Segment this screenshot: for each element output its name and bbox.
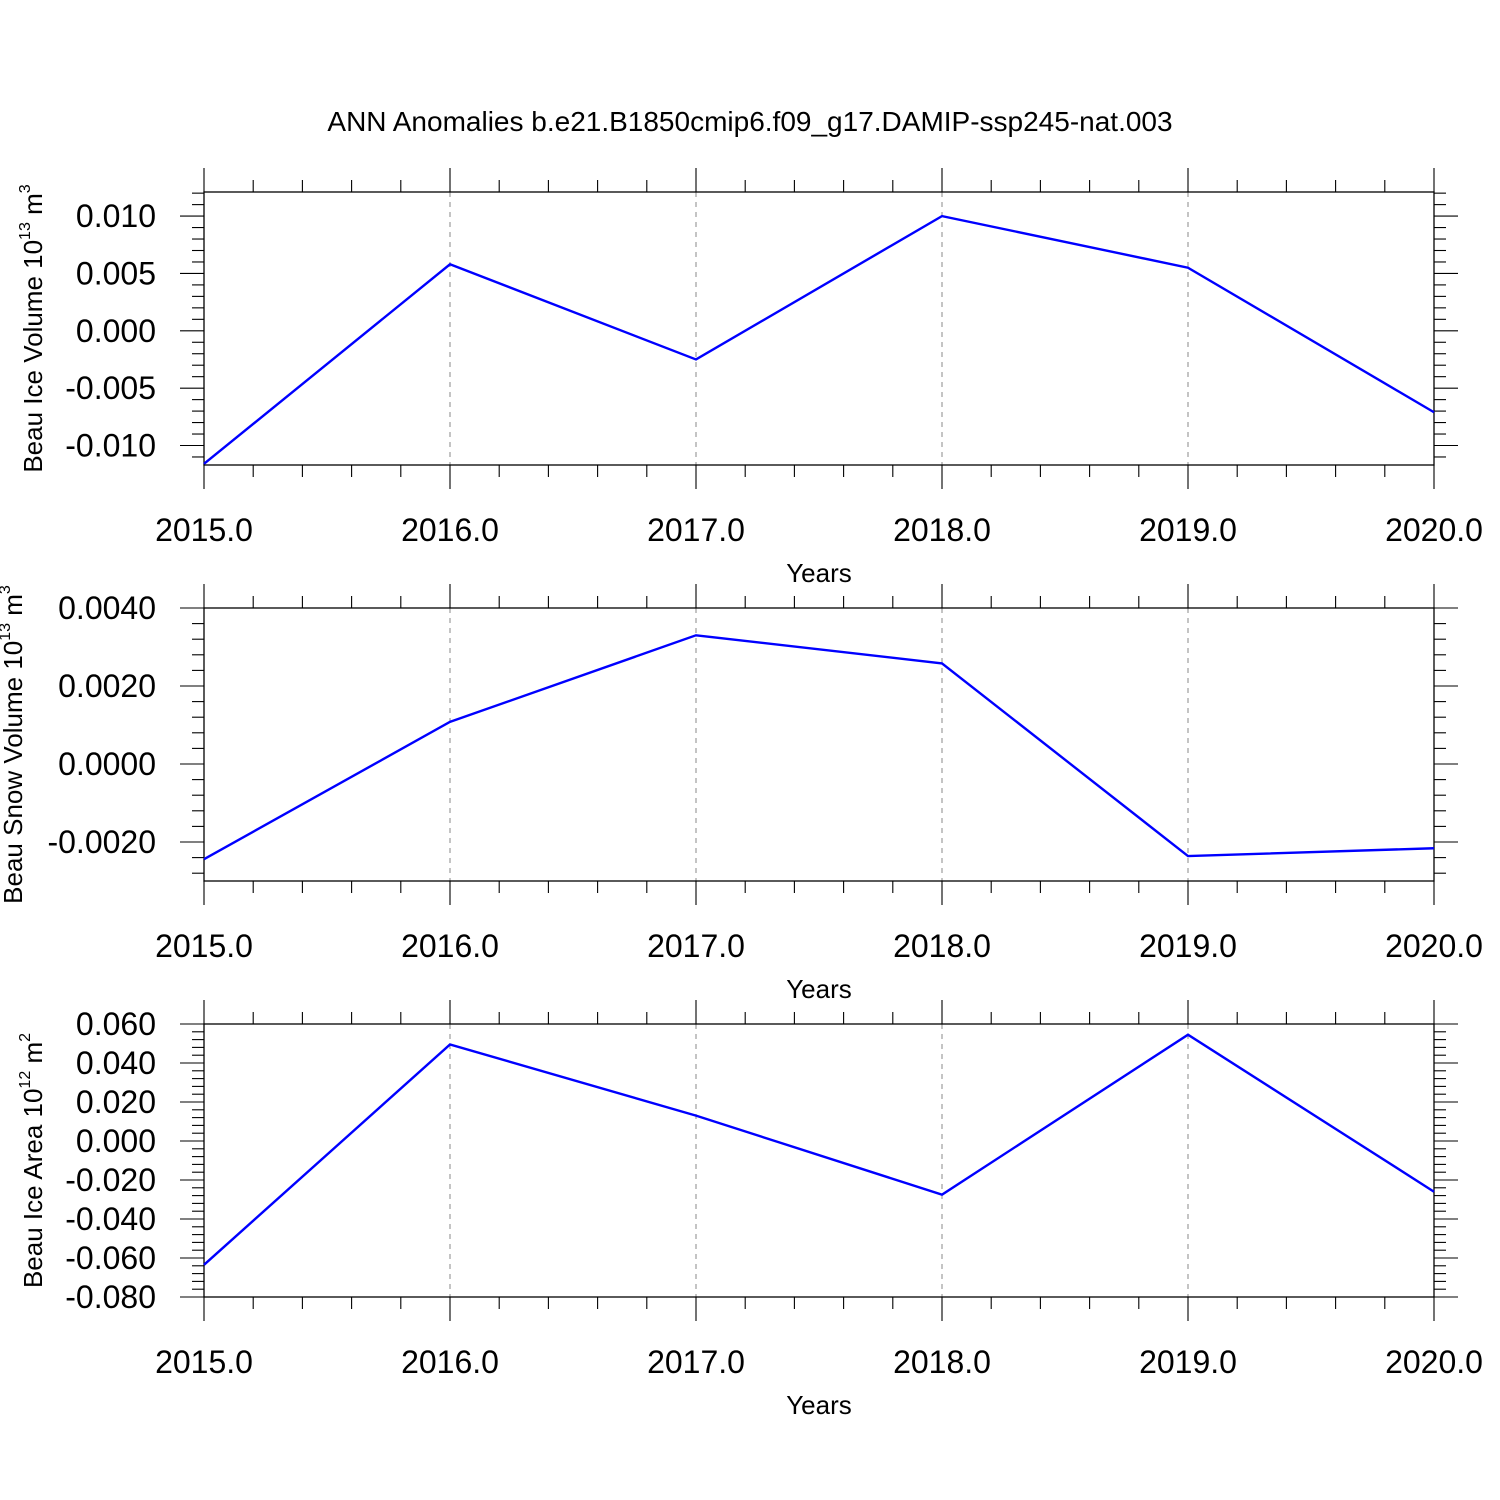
y-tick-label: 0.010	[76, 198, 156, 234]
y-tick-label: 0.000	[76, 1123, 156, 1159]
y-tick-label: 0.000	[76, 313, 156, 349]
y-tick-label: -0.080	[65, 1279, 156, 1315]
x-tick-label: 2015.0	[155, 928, 253, 964]
y-tick-label: -0.020	[65, 1162, 156, 1198]
panel-snow-volume: 2015.0 2016.0 2017.0 2018.0 2019.0 2020.0 Year…	[0, 584, 1483, 1004]
y-axis-label-superscript: 2	[17, 1033, 34, 1042]
y-axis-label: Beau Ice Area 1012 m2	[17, 1033, 48, 1288]
x-tick-label: 2019.0	[1139, 928, 1237, 964]
y-tick-label: 0.005	[76, 255, 156, 291]
y-tick-label: 0.0040	[58, 590, 156, 626]
y-axis-label-text: m	[0, 594, 28, 623]
y-axis-label-superscript: 12	[17, 1071, 34, 1089]
figure-title: ANN Anomalies b.e21.B1850cmip6.f09_g17.D…	[327, 106, 1172, 137]
y-axis-label-text: Beau Ice Volume 10	[18, 240, 48, 473]
y-axis-label-superscript: 3	[0, 585, 14, 594]
y-axis-label: Beau Ice Volume 1013 m3	[17, 184, 48, 472]
y-axis-label-text: Beau Ice Area 10	[18, 1089, 48, 1288]
y-tick-label: -0.010	[65, 428, 156, 464]
y-axis-label-text: Beau Snow Volume 10	[0, 641, 28, 904]
x-tick-label: 2020.0	[1385, 1344, 1483, 1380]
plot-frame	[203, 1023, 1435, 1298]
x-tick-label: 2015.0	[155, 1344, 253, 1380]
y-tick-label: -0.060	[65, 1240, 156, 1276]
y-axis-label-text: m	[18, 193, 48, 222]
panel-ice-volume: 2015.0 2016.0 2017.0 2018.0 2019.0 2020.0 Year…	[17, 168, 1483, 588]
y-axis-label-superscript: 13	[0, 623, 14, 641]
x-tick-label: 2016.0	[401, 512, 499, 548]
x-axis-label: Years	[786, 974, 852, 1004]
x-tick-label: 2018.0	[893, 928, 991, 964]
plot-frame	[203, 607, 1435, 882]
x-tick-label: 2020.0	[1385, 512, 1483, 548]
x-tick-label: 2017.0	[647, 928, 745, 964]
y-tick-label: -0.040	[65, 1201, 156, 1237]
y-tick-label: -0.005	[65, 370, 156, 406]
series-line	[203, 1033, 1435, 1266]
x-tick-label: 2017.0	[647, 1344, 745, 1380]
y-axis-label-superscript: 13	[17, 222, 34, 240]
x-tick-label: 2016.0	[401, 928, 499, 964]
x-tick-label: 2019.0	[1139, 1344, 1237, 1380]
y-tick-label: 0.040	[76, 1045, 156, 1081]
y-tick-label: 0.020	[76, 1084, 156, 1120]
x-tick-label: 2018.0	[893, 512, 991, 548]
series-line	[203, 634, 1435, 861]
x-tick-label: 2017.0	[647, 512, 745, 548]
x-tick-label: 2015.0	[155, 512, 253, 548]
y-tick-label: 0.060	[76, 1006, 156, 1042]
y-tick-label: -0.0020	[47, 824, 156, 860]
x-tick-label: 2019.0	[1139, 512, 1237, 548]
y-tick-label: 0.0020	[58, 668, 156, 704]
plot-frame	[203, 191, 1435, 466]
x-axis-label: Years	[786, 1390, 852, 1420]
series-line	[203, 214, 1435, 465]
x-axis-label: Years	[786, 558, 852, 588]
x-tick-label: 2020.0	[1385, 928, 1483, 964]
y-axis-label-superscript: 3	[17, 184, 34, 193]
x-tick-label: 2018.0	[893, 1344, 991, 1380]
y-tick-label: 0.0000	[58, 746, 156, 782]
x-tick-label: 2016.0	[401, 1344, 499, 1380]
y-axis-label-text: m	[18, 1042, 48, 1071]
y-axis-label: Beau Snow Volume 1013 m3	[0, 585, 28, 904]
panel-ice-area: 2015.0 2016.0 2017.0 2018.0 2019.0 2020.0 Year…	[17, 1000, 1483, 1420]
